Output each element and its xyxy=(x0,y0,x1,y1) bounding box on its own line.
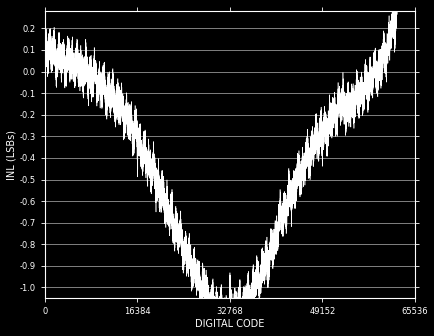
X-axis label: DIGITAL CODE: DIGITAL CODE xyxy=(195,319,264,329)
Y-axis label: INL (LSBs): INL (LSBs) xyxy=(7,130,17,180)
